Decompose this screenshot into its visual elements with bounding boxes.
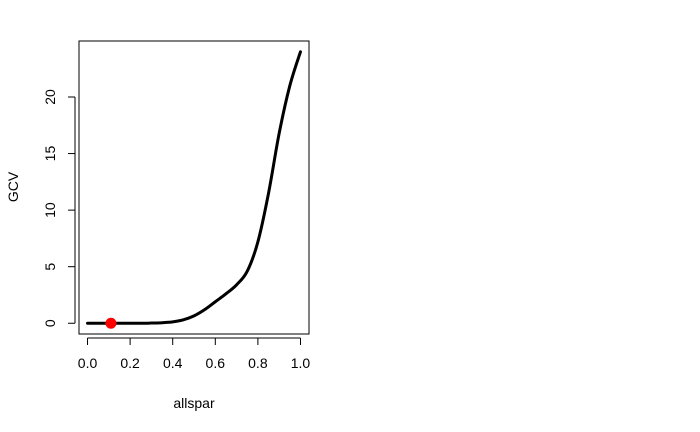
y-tick-label: 15	[42, 146, 58, 162]
y-axis-title: GCV	[5, 171, 21, 202]
y-tick-label: 0	[42, 319, 58, 327]
series-layer	[86, 50, 302, 329]
x-tick-label: 0.6	[206, 355, 226, 371]
y-axis: 0 5 10 15 20	[42, 89, 76, 327]
minimum-point-marker	[105, 317, 117, 329]
y-tick-label: 10	[42, 202, 58, 218]
x-axis: 0.0 0.2 0.4 0.6 0.8 1.0	[78, 337, 311, 371]
x-tick-label: 0.2	[120, 355, 140, 371]
y-tick-label: 5	[42, 263, 58, 271]
x-tick-label: 0.8	[248, 355, 268, 371]
x-axis-title: allspar	[173, 395, 215, 411]
x-tick-label: 0.4	[163, 355, 183, 371]
x-tick-label: 1.0	[291, 355, 311, 371]
plot-box	[78, 40, 310, 335]
x-tick-label: 0.0	[78, 355, 98, 371]
y-tick-label: 20	[42, 89, 58, 105]
gcv-curve	[86, 50, 302, 325]
